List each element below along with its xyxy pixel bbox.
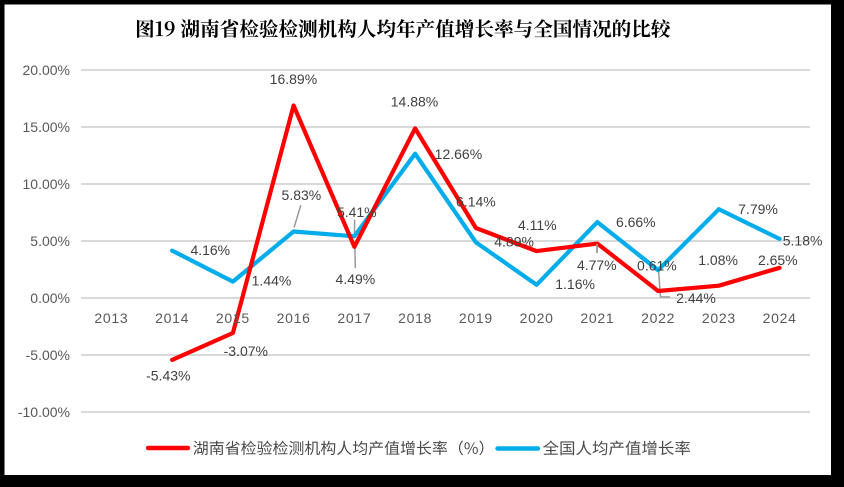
- svg-text:-10.00%: -10.00%: [18, 404, 70, 420]
- svg-text:2020: 2020: [520, 310, 554, 326]
- svg-text:2015: 2015: [216, 310, 250, 326]
- svg-text:2021: 2021: [580, 310, 614, 326]
- svg-text:2.65%: 2.65%: [758, 252, 798, 268]
- svg-text:6.14%: 6.14%: [456, 194, 496, 210]
- svg-text:2024: 2024: [763, 310, 797, 326]
- svg-text:10.00%: 10.00%: [23, 176, 70, 192]
- svg-text:5.83%: 5.83%: [282, 187, 322, 203]
- svg-text:4.77%: 4.77%: [577, 257, 617, 273]
- svg-text:1.16%: 1.16%: [555, 276, 595, 292]
- svg-text:5.41%: 5.41%: [337, 204, 377, 220]
- svg-text:16.89%: 16.89%: [270, 71, 317, 87]
- svg-text:15.00%: 15.00%: [23, 119, 70, 135]
- svg-text:2017: 2017: [337, 310, 371, 326]
- svg-text:0.61%: 0.61%: [637, 257, 677, 273]
- svg-text:12.66%: 12.66%: [435, 146, 482, 162]
- svg-text:1.08%: 1.08%: [698, 252, 738, 268]
- svg-text:4.49%: 4.49%: [336, 271, 376, 287]
- svg-text:6.66%: 6.66%: [616, 214, 656, 230]
- svg-text:4.16%: 4.16%: [190, 242, 230, 258]
- svg-text:2016: 2016: [277, 310, 311, 326]
- svg-text:7.79%: 7.79%: [738, 201, 778, 217]
- svg-text:-5.43%: -5.43%: [146, 368, 190, 384]
- svg-text:2023: 2023: [702, 310, 736, 326]
- svg-text:-5.00%: -5.00%: [26, 347, 70, 363]
- svg-text:4.89%: 4.89%: [494, 233, 534, 249]
- svg-text:5.00%: 5.00%: [30, 233, 70, 249]
- svg-text:2014: 2014: [155, 310, 189, 326]
- svg-text:2013: 2013: [94, 310, 128, 326]
- svg-text:1.44%: 1.44%: [252, 273, 292, 289]
- svg-text:5.18%: 5.18%: [783, 232, 823, 248]
- svg-text:2022: 2022: [641, 310, 675, 326]
- svg-text:2019: 2019: [459, 310, 493, 326]
- svg-text:14.88%: 14.88%: [391, 94, 438, 110]
- svg-text:-3.07%: -3.07%: [224, 343, 268, 359]
- svg-text:2018: 2018: [398, 310, 432, 326]
- svg-text:2.44%: 2.44%: [676, 290, 716, 306]
- svg-text:0.00%: 0.00%: [30, 290, 70, 306]
- svg-text:20.00%: 20.00%: [23, 62, 70, 78]
- svg-text:4.11%: 4.11%: [518, 217, 557, 233]
